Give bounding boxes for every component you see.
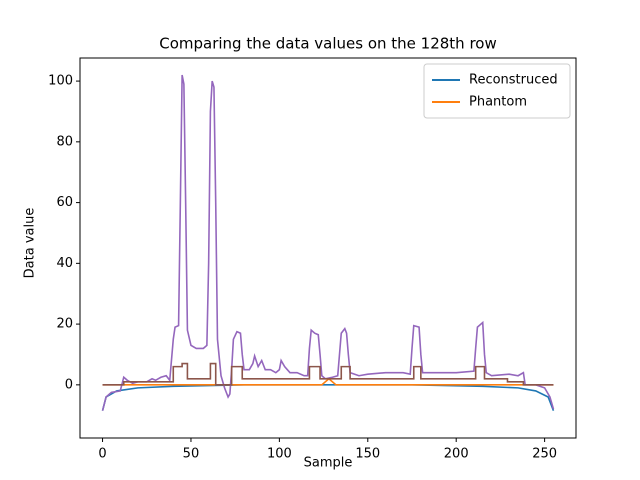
y-tick-label: 60 — [56, 195, 73, 210]
y-axis-label: Data value — [23, 208, 38, 279]
y-tick-label: 40 — [56, 256, 73, 271]
x-tick-label: 150 — [355, 447, 380, 462]
x-tick-label: 0 — [98, 447, 106, 462]
x-tick-label: 100 — [267, 447, 292, 462]
x-tick-label: 200 — [444, 447, 469, 462]
legend-box — [423, 63, 571, 119]
legend-label: Reconstruced — [469, 73, 558, 88]
y-tick-label: 20 — [56, 317, 73, 332]
x-tick-label: 250 — [532, 447, 557, 462]
y-tick-label: 80 — [56, 134, 73, 149]
line — [101, 74, 555, 411]
y-tick-label: 100 — [48, 74, 73, 89]
line — [101, 384, 555, 411]
x-axis-label: Sample — [304, 456, 353, 471]
line — [102, 362, 554, 386]
plot-frame — [79, 57, 577, 439]
legend-label: Phantom — [469, 95, 527, 110]
y-tick-label: 0 — [65, 377, 73, 392]
chart-title: Comparing the data values on the 128th r… — [159, 35, 497, 53]
x-tick-label: 50 — [183, 447, 200, 462]
